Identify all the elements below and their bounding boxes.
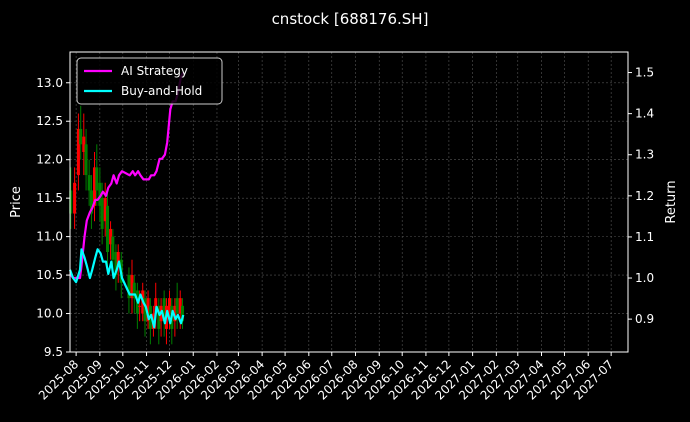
x-axis: 2025-082025-092025-102025-112025-122026-… [36, 352, 616, 403]
candle-body [69, 190, 73, 214]
left-tick-label: 10.5 [36, 268, 63, 282]
right-axis-label: Return [664, 180, 679, 223]
candle-body [157, 305, 161, 329]
candle-body [130, 275, 134, 299]
right-tick-label: 1.0 [635, 271, 654, 285]
left-tick-label: 11.5 [36, 191, 63, 205]
candle-body [100, 198, 104, 229]
chart-title: cnstock [688176.SH] [272, 10, 429, 28]
candle-body [98, 182, 102, 206]
legend-label: Buy-and-Hold [121, 84, 202, 98]
candle-body [154, 298, 158, 314]
left-axis: 9.5 10.0 10.5 11.0 11.5 12.0 12.5 13.0 [36, 76, 70, 359]
candle-body [181, 305, 185, 322]
candle-body [111, 236, 115, 260]
buy-and-hold-line [68, 248, 185, 329]
left-axis-label: Price [9, 186, 24, 218]
right-tick-label: 1.5 [635, 66, 654, 80]
grid [70, 52, 628, 353]
right-tick-label: 1.4 [635, 107, 654, 121]
candle-body [175, 298, 179, 314]
candle-body [76, 128, 80, 176]
candle-body [84, 144, 88, 176]
candle-body [109, 228, 113, 245]
candle-body [168, 298, 172, 314]
right-tick-label: 1.1 [635, 230, 654, 244]
candle-body [89, 190, 93, 214]
left-tick-label: 9.5 [44, 345, 63, 359]
candle-body [114, 252, 118, 276]
candle-body [103, 198, 107, 222]
left-tick-label: 10.0 [36, 307, 63, 321]
legend: AI Strategy Buy-and-Hold [76, 57, 223, 105]
right-tick-label: 1.3 [635, 148, 654, 162]
plot-frame [69, 51, 629, 353]
candle-body [116, 252, 120, 268]
candle-body [138, 305, 142, 307]
left-tick-label: 13.0 [36, 76, 63, 90]
right-axis: 0.9 1.0 1.1 1.2 1.3 1.4 1.5 [628, 66, 654, 326]
candle-body [87, 175, 91, 191]
ai-strategy-line [69, 71, 185, 280]
candle-body [106, 205, 110, 252]
candle-body [143, 298, 147, 322]
right-tick-label: 0.9 [635, 312, 654, 326]
candle-body [132, 282, 136, 299]
candle-body [95, 167, 99, 191]
candle-body [173, 305, 177, 322]
line-series [68, 71, 185, 329]
candle-body [79, 128, 83, 145]
candle-body [92, 167, 96, 206]
candle-body [178, 298, 182, 314]
left-tick-label: 12.5 [36, 114, 63, 128]
candle-body [73, 182, 77, 214]
candle-body [146, 298, 150, 322]
candle-body [82, 136, 86, 152]
legend-box [76, 57, 223, 105]
candle-body [127, 275, 131, 299]
left-tick-label: 12.0 [36, 153, 63, 167]
candle-body [162, 298, 166, 322]
left-tick-label: 11.0 [36, 230, 63, 244]
right-tick-label: 1.2 [635, 189, 654, 203]
legend-label: AI Strategy [121, 64, 188, 78]
